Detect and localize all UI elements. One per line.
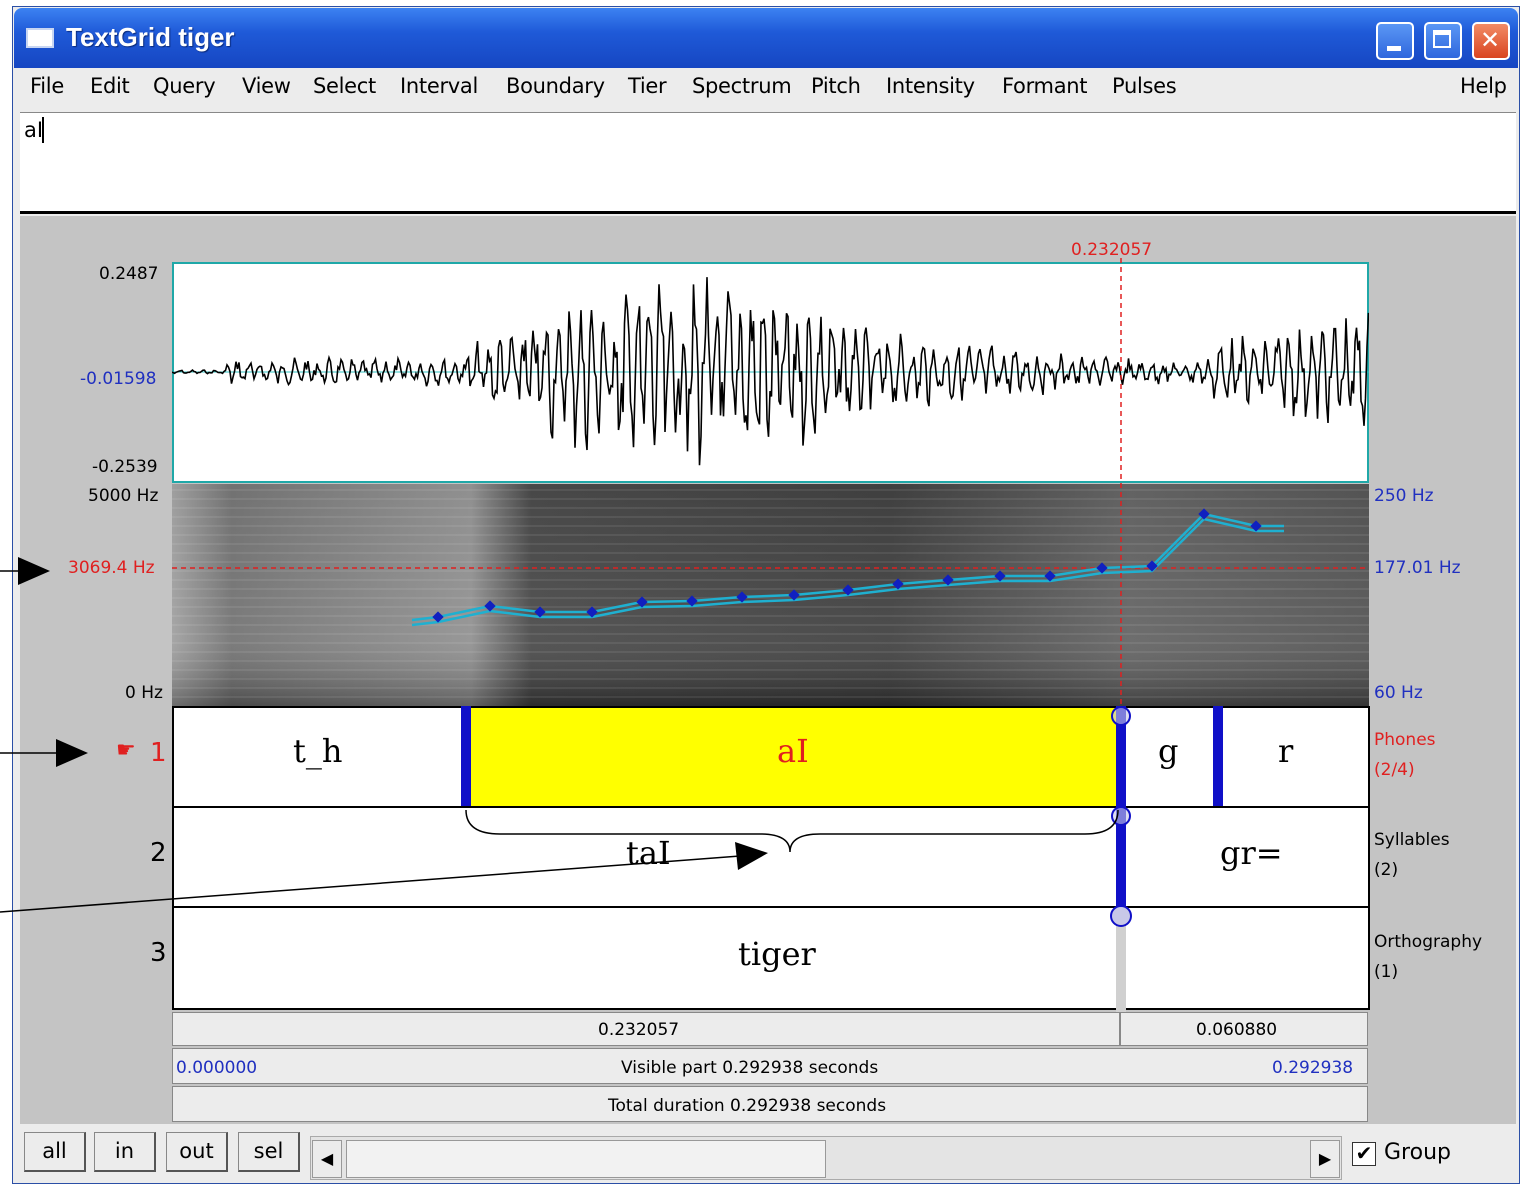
total-duration-bar[interactable] xyxy=(172,1086,1368,1122)
visible-part-label: Visible part 0.292938 seconds xyxy=(621,1058,879,1078)
close-button[interactable] xyxy=(1472,22,1510,60)
visible-part-bar[interactable] xyxy=(172,1048,1368,1084)
tier-count-syllables: (2) xyxy=(1374,860,1399,880)
zoom-in-button[interactable]: in xyxy=(94,1132,156,1172)
spectrogram-bottom-label: 0 Hz xyxy=(125,683,163,703)
boundary-phones-2[interactable] xyxy=(1116,706,1126,810)
pitch-top-label: 250 Hz xyxy=(1374,486,1434,506)
menu-tier[interactable]: Tier xyxy=(628,74,667,98)
menu-edit[interactable]: Edit xyxy=(90,74,130,98)
menu-pitch[interactable]: Pitch xyxy=(811,74,861,98)
boundary-phones-3[interactable] xyxy=(1213,706,1223,810)
interval-phone-g[interactable]: g xyxy=(1158,732,1179,770)
window-title: TextGrid tiger xyxy=(66,22,235,52)
boundary-syllables-1[interactable] xyxy=(1116,806,1126,910)
pitch-point xyxy=(1044,570,1056,582)
menu-query[interactable]: Query xyxy=(153,74,216,98)
selected-interval[interactable] xyxy=(467,708,1118,806)
pitch-cursor-label: 177.01 Hz xyxy=(1374,558,1461,578)
group-label: Group xyxy=(1384,1140,1451,1165)
tier-name-orthography: Orthography xyxy=(1374,932,1483,952)
menu-bar xyxy=(20,68,1516,110)
waveform-max-label: 0.2487 xyxy=(99,264,159,284)
scrollbar-thumb[interactable] xyxy=(346,1140,826,1178)
zoom-all-button[interactable]: all xyxy=(24,1132,86,1172)
tier-name-syllables: Syllables xyxy=(1374,830,1450,850)
duration-bar-right[interactable] xyxy=(1120,1012,1368,1046)
menu-view[interactable]: View xyxy=(242,74,291,98)
group-checkbox[interactable]: ✔ xyxy=(1352,1142,1376,1166)
cursor-frequency-label: 3069.4 Hz xyxy=(68,558,155,578)
maximize-button[interactable] xyxy=(1424,22,1462,60)
pitch-point xyxy=(432,611,444,623)
tier-number-1: 1 xyxy=(150,738,167,768)
pitch-bottom-label: 60 Hz xyxy=(1374,683,1423,703)
window-icon xyxy=(26,28,54,48)
menu-spectrum[interactable]: Spectrum xyxy=(692,74,792,98)
menu-file[interactable]: File xyxy=(30,74,64,98)
cursor-time-label: 0.232057 xyxy=(1071,240,1153,260)
hand-pointer-icon: ☛ xyxy=(116,738,136,763)
tier-number-2: 2 xyxy=(150,838,167,868)
minimize-button[interactable] xyxy=(1376,22,1414,60)
interval-phone-r[interactable]: r xyxy=(1278,732,1294,770)
visible-start-label: 0.000000 xyxy=(176,1058,258,1078)
tier-count-phones: (2/4) xyxy=(1374,760,1415,780)
interval-phone-aI[interactable]: aI xyxy=(777,732,809,770)
zoom-out-button[interactable]: out xyxy=(166,1132,228,1172)
menu-select[interactable]: Select xyxy=(313,74,376,98)
pitch-point xyxy=(1096,562,1108,574)
interval-text-field[interactable] xyxy=(20,112,1516,214)
waveform-min-label: -0.2539 xyxy=(92,457,158,477)
menu-intensity[interactable]: Intensity xyxy=(886,74,975,98)
interval-orthography-tiger[interactable]: tiger xyxy=(738,935,816,973)
visible-end-label: 0.292938 xyxy=(1272,1058,1354,1078)
tier-orthography[interactable] xyxy=(172,906,1370,1010)
menu-help[interactable]: Help xyxy=(1460,74,1507,98)
tier-name-phones: Phones xyxy=(1374,730,1436,750)
interval-phone-t_h[interactable]: t_h xyxy=(293,732,343,770)
boundary-phones-1[interactable] xyxy=(461,706,471,810)
boundary-orthography-ghost xyxy=(1116,918,1126,1012)
waveform-mid-label: -0.01598 xyxy=(80,369,157,389)
menu-boundary[interactable]: Boundary xyxy=(506,74,605,98)
tier-syllables[interactable] xyxy=(172,806,1370,908)
scroll-right-icon[interactable]: ▶ xyxy=(1310,1140,1340,1178)
interval-text-value: aI xyxy=(24,118,44,142)
duration-right-label: 0.060880 xyxy=(1196,1020,1278,1040)
waveform-graph xyxy=(172,277,1369,466)
spectrogram-graph xyxy=(172,484,1369,706)
pitch-point xyxy=(1198,508,1210,520)
menu-interval[interactable]: Interval xyxy=(400,74,479,98)
tier-count-orthography: (1) xyxy=(1374,962,1399,982)
zoom-sel-button[interactable]: sel xyxy=(238,1132,300,1172)
scroll-left-icon[interactable]: ◀ xyxy=(312,1140,342,1178)
title-bar[interactable] xyxy=(14,8,1518,68)
tier-number-3: 3 xyxy=(150,938,167,968)
menu-pulses[interactable]: Pulses xyxy=(1112,74,1177,98)
spectrogram-top-label: 5000 Hz xyxy=(88,486,159,506)
duration-bar-left[interactable] xyxy=(172,1012,1120,1046)
menu-formant[interactable]: Formant xyxy=(1002,74,1088,98)
interval-syllable-gr[interactable]: gr= xyxy=(1220,834,1283,872)
text-caret xyxy=(42,117,44,143)
duration-left-label: 0.232057 xyxy=(598,1020,680,1040)
pitch-point xyxy=(1146,560,1158,572)
pitch-point xyxy=(1250,520,1262,532)
total-duration-label: Total duration 0.292938 seconds xyxy=(608,1096,887,1116)
interval-syllable-taI[interactable]: taI xyxy=(626,834,671,872)
